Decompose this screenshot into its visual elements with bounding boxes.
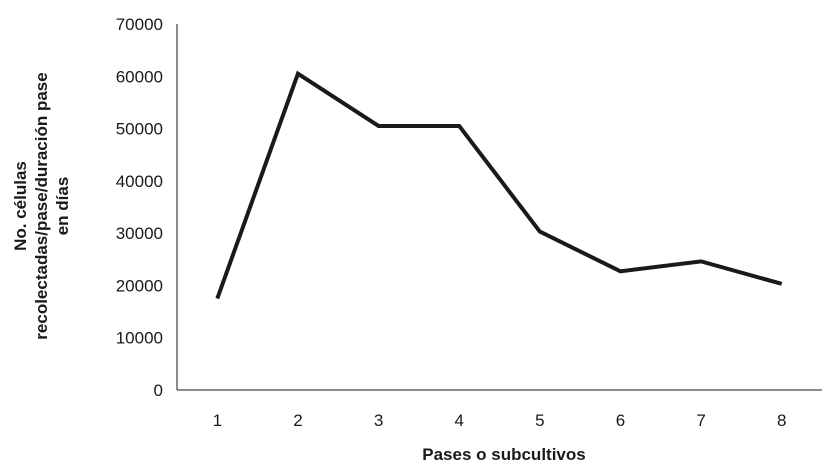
y-tick-label: 70000 [116,15,163,34]
x-tick-label: 4 [454,411,463,430]
y-axis-title: No. células recolectadas/pase/duración p… [11,72,72,339]
x-tick-label: 6 [616,411,625,430]
y-tick-label: 60000 [116,67,163,86]
x-tick-label: 1 [213,411,222,430]
x-tick-label: 3 [374,411,383,430]
y-axis-title-line-3: en días [53,177,72,236]
y-axis-title-line-1: No. células [11,161,30,251]
y-tick-label: 30000 [116,224,163,243]
x-axis-ticks: 1 2 3 4 5 6 7 8 [213,411,787,430]
y-tick-label: 0 [154,381,163,400]
y-tick-label: 40000 [116,172,163,191]
y-tick-label: 10000 [116,329,163,348]
y-tick-label: 20000 [116,276,163,295]
x-tick-label: 5 [535,411,544,430]
series-group [217,74,781,299]
series-line [217,74,781,299]
x-tick-label: 7 [696,411,705,430]
x-tick-label: 2 [293,411,302,430]
x-tick-label: 8 [777,411,786,430]
y-axis-title-line-2: recolectadas/pase/duración pase [32,72,51,339]
x-axis-title: Pases o subcultivos [422,445,585,464]
y-axis-ticks: 0 10000 20000 30000 40000 50000 60000 70000 [116,15,163,400]
y-tick-label: 50000 [116,120,163,139]
